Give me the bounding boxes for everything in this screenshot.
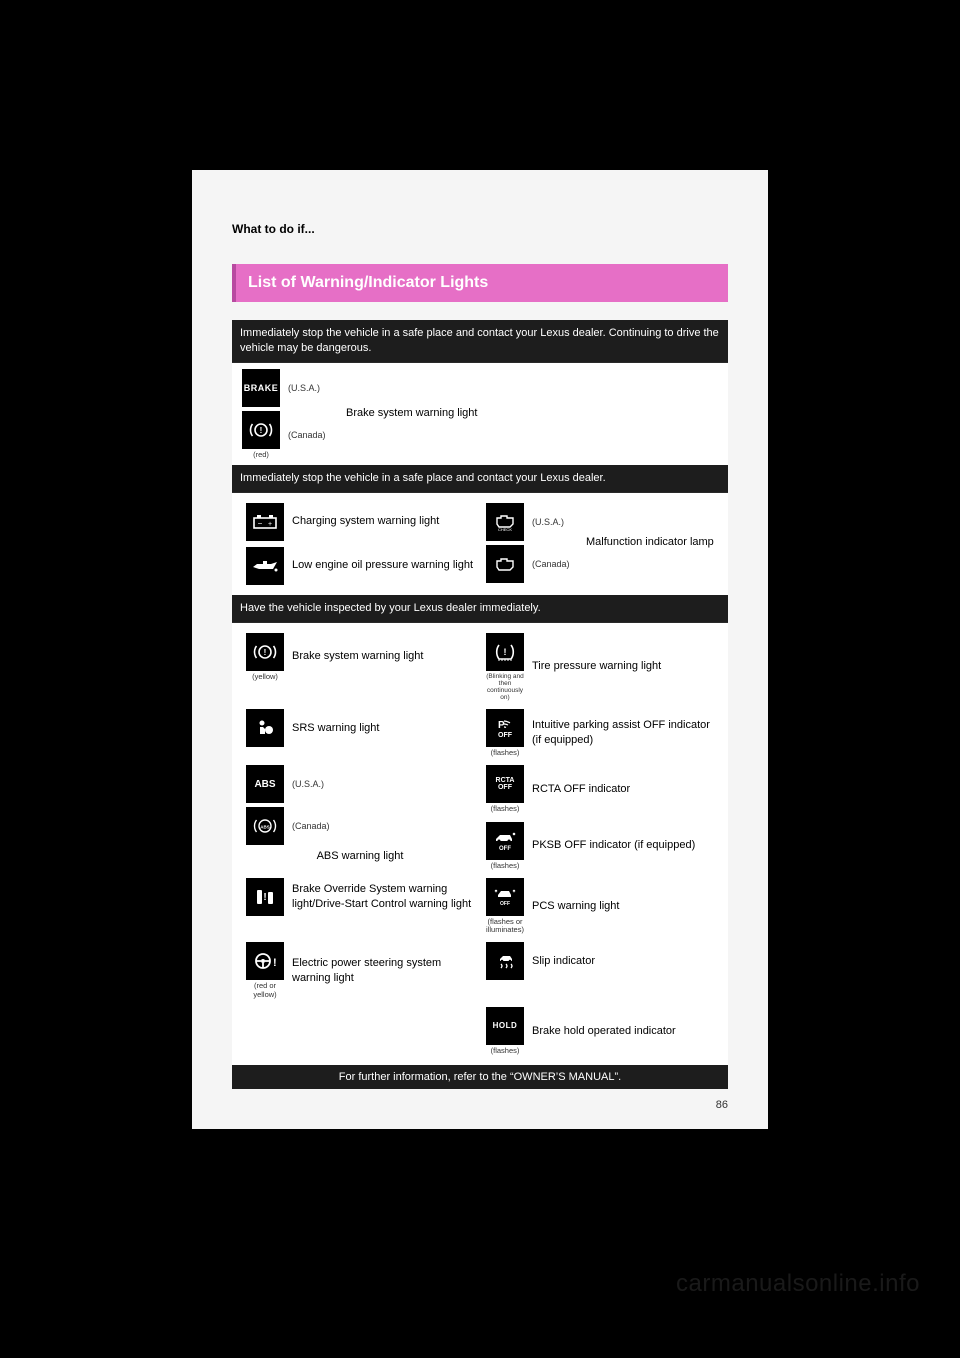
warning-desc: Charging system warning light [292, 514, 439, 529]
warning-desc: Slip indicator [532, 954, 595, 969]
svg-text:!: ! [264, 648, 267, 657]
section-header: Have the vehicle inspected by your Lexus… [232, 595, 728, 623]
region-label: (Canada) [532, 559, 576, 569]
icon-caption: (yellow) [246, 673, 284, 681]
warning-desc: Electric power steering system warning l… [292, 956, 476, 986]
region-label: (U.S.A.) [532, 517, 576, 527]
brake-override-icon: ! [246, 878, 284, 916]
svg-text:OFF: OFF [499, 846, 511, 851]
warning-desc: Brake system warning light [292, 649, 423, 664]
icon-caption: (Blinking and then continuously on) [486, 673, 524, 702]
section-header: Immediately stop the vehicle in a safe p… [232, 465, 728, 493]
abs-circle-icon: ABS [246, 807, 284, 845]
icon-caption: (flashes) [486, 862, 524, 870]
pcs-off-icon: OFF [486, 878, 524, 916]
icon-caption: (red or yellow) [246, 982, 284, 999]
icon-caption: (red) [242, 451, 280, 459]
svg-text:CHECK: CHECK [498, 527, 512, 531]
svg-text:!: ! [263, 892, 266, 903]
table-footer: For further information, refer to the “O… [232, 1065, 728, 1089]
warning-desc: PCS warning light [532, 899, 619, 914]
brake-circle-yellow-icon: ! [246, 633, 284, 671]
oil-can-icon [246, 547, 284, 585]
manual-page: What to do if... List of Warning/Indicat… [192, 170, 768, 1129]
rcta-off-icon: RCTAOFF [486, 765, 524, 803]
section-body: BRAKE (U.S.A.) ! (red) (Canada) [232, 363, 728, 465]
warning-desc: Intuitive parking assist OFF indicator (… [532, 718, 716, 748]
warning-desc: Brake Override System warning light/Driv… [292, 882, 476, 912]
svg-text:ABS: ABS [260, 825, 270, 830]
warning-desc: Tire pressure warning light [532, 659, 661, 674]
section-body: −+ Charging system warning light Low eng… [232, 493, 728, 595]
section-body: ! (yellow) Brake system warning light ! … [232, 623, 728, 1066]
warning-desc: Malfunction indicator lamp [586, 535, 714, 550]
region-label: (Canada) [292, 821, 336, 831]
svg-text:OFF: OFF [498, 732, 513, 738]
warning-desc: Low engine oil pressure warning light [292, 558, 473, 573]
warning-desc: SRS warning light [292, 721, 379, 736]
warning-desc: PKSB OFF indicator (if equipped) [532, 838, 695, 853]
svg-text:!: ! [273, 957, 276, 969]
svg-text:OFF: OFF [500, 901, 510, 907]
breadcrumb: What to do if... [232, 222, 728, 236]
airbag-icon [246, 709, 284, 747]
warning-desc: RCTA OFF indicator [532, 782, 630, 797]
battery-icon: −+ [246, 503, 284, 541]
svg-text:!: ! [260, 426, 263, 435]
region-label: (Canada) [288, 430, 332, 440]
brake-text-icon: BRAKE [242, 369, 280, 407]
warning-desc: Brake hold operated indicator [532, 1024, 676, 1039]
page-number: 86 [716, 1099, 728, 1111]
abs-text-icon: ABS [246, 765, 284, 803]
warning-desc: Brake system warning light [346, 406, 477, 421]
page-title: List of Warning/Indicator Lights [232, 264, 728, 302]
icon-caption: (flashes) [486, 805, 524, 813]
brake-circle-icon: ! [242, 411, 280, 449]
svg-text:P: P [498, 720, 505, 731]
warning-desc: ABS warning light [317, 850, 404, 862]
svg-text:!: ! [504, 647, 507, 657]
watermark: carmanualsonline.info [676, 1270, 920, 1298]
region-label: (U.S.A.) [292, 779, 336, 789]
hold-icon: HOLD [486, 1007, 524, 1045]
engine-check-icon: CHECK [486, 503, 524, 541]
pksb-off-icon: OFF [486, 822, 524, 860]
engine-icon [486, 545, 524, 583]
warning-lights-table: Immediately stop the vehicle in a safe p… [232, 320, 728, 1089]
slip-icon [486, 942, 524, 980]
section-header: Immediately stop the vehicle in a safe p… [232, 320, 728, 363]
svg-text:−: − [258, 519, 263, 528]
icon-caption: (flashes) [486, 1047, 524, 1055]
region-label: (U.S.A.) [288, 383, 332, 393]
icon-caption: (flashes) [486, 749, 524, 757]
parking-off-icon: POFF [486, 709, 524, 747]
tire-pressure-icon: ! [486, 633, 524, 671]
icon-caption: (flashes or illuminates) [486, 918, 524, 935]
steering-icon: ! [246, 942, 284, 980]
svg-text:+: + [268, 521, 272, 528]
